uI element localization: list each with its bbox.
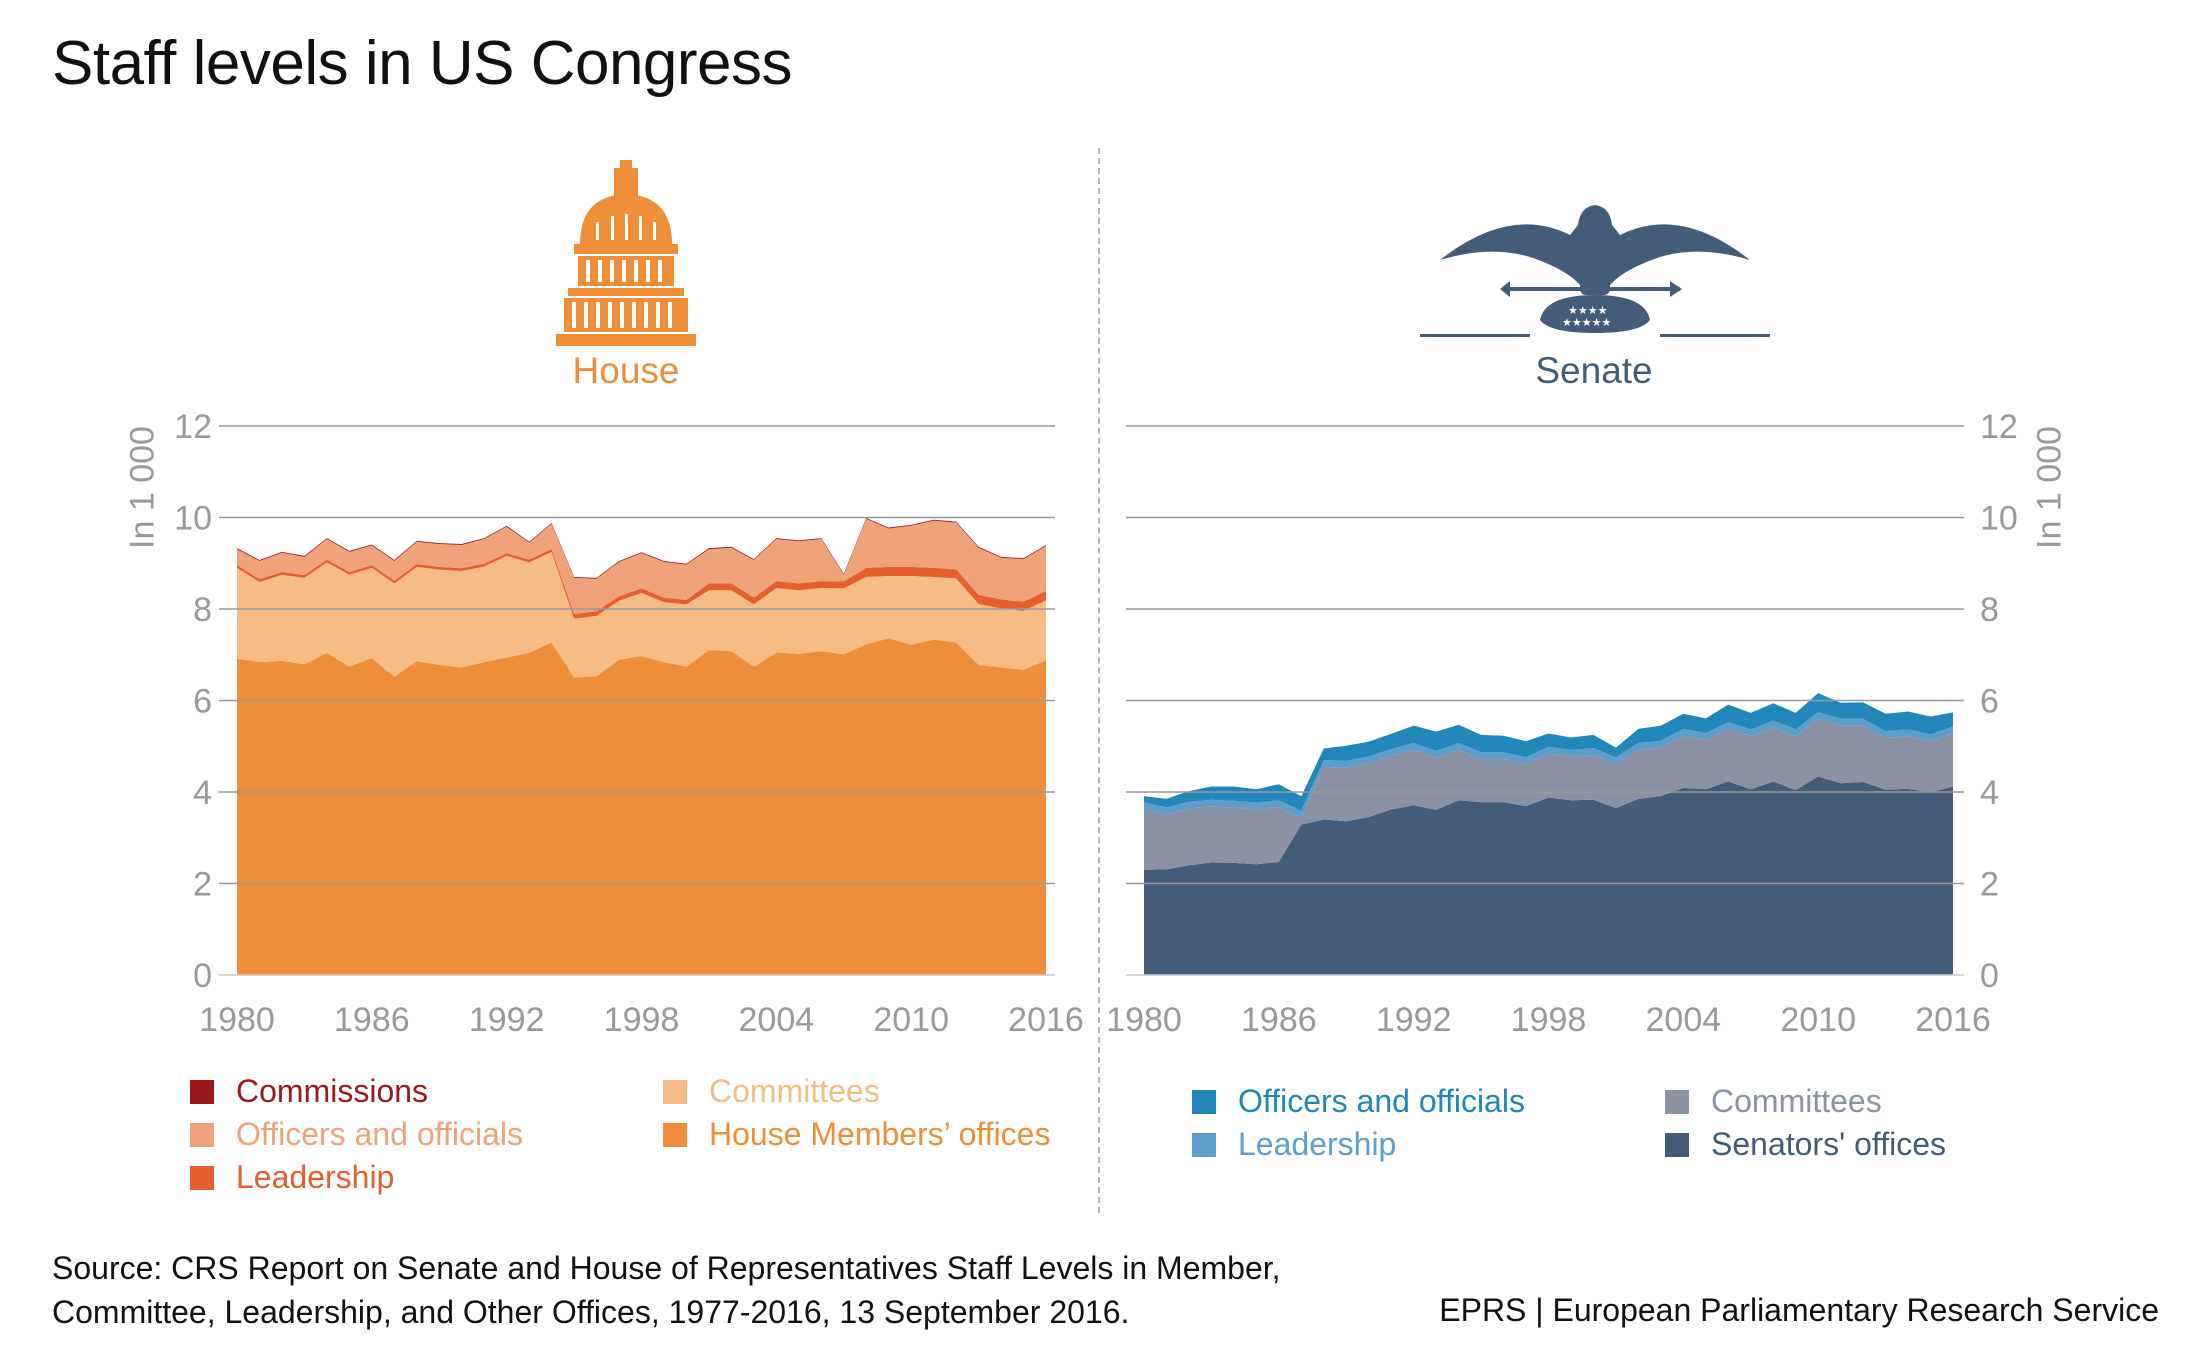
legend-item: Committees (1665, 1083, 1882, 1120)
y-tick-label: 4 (193, 774, 212, 812)
x-tick-label: 1986 (1241, 1001, 1317, 1039)
y-tick-label: 10 (1980, 500, 2018, 538)
legend-item: Commissions (190, 1073, 428, 1110)
legend-swatch (1665, 1089, 1689, 1114)
area-officers-and-officials (1144, 693, 1953, 811)
x-tick-label: 1998 (1511, 1001, 1587, 1039)
source-note: Source: CRS Report on Senate and House o… (52, 1246, 1281, 1334)
area-officers-and-officials (237, 518, 1046, 615)
area-senators-offices (1144, 776, 1953, 975)
legend-swatch (190, 1165, 214, 1190)
source-line-1: Source: CRS Report on Senate and House o… (52, 1250, 1281, 1286)
source-line-2: Committee, Leadership, and Other Offices… (52, 1294, 1130, 1330)
x-tick-label: 2010 (873, 1001, 949, 1039)
legend-item: Officers and officials (1192, 1083, 1525, 1120)
area-house-members-offices (237, 638, 1046, 975)
legend-swatch (1192, 1089, 1216, 1114)
x-tick-label: 1992 (469, 1001, 545, 1039)
x-tick-label: 2004 (739, 1001, 815, 1039)
y-tick-label: 8 (1980, 591, 1999, 629)
y-tick-label: 8 (193, 591, 212, 629)
svg-text:★★★★★: ★★★★★ (1562, 316, 1611, 329)
credit: EPRS | European Parliamentary Research S… (1439, 1292, 2159, 1328)
legend-item: Senators' offices (1665, 1126, 1946, 1163)
legend-label: Committees (709, 1073, 880, 1109)
area-leadership (1144, 711, 1953, 818)
legend-swatch (1665, 1132, 1689, 1157)
legend-label: Leadership (236, 1159, 395, 1195)
panel-divider (1098, 148, 1100, 1213)
legend-item: Committees (663, 1073, 880, 1110)
capitol-icon (556, 160, 696, 346)
x-tick-label: 1980 (1106, 1001, 1182, 1039)
legend-item: House Members’ offices (663, 1116, 1050, 1153)
y-tick-label: 0 (1980, 957, 1999, 995)
legend-swatch (1192, 1132, 1216, 1157)
y-tick-label: 4 (1980, 774, 1999, 812)
y-tick-label: 0 (193, 957, 212, 995)
y-tick-label: 12 (174, 408, 212, 446)
y-tick-label: 6 (193, 683, 212, 721)
area-committees (1144, 718, 1953, 870)
x-tick-label: 1998 (604, 1001, 680, 1039)
x-tick-label: 2010 (1780, 1001, 1856, 1039)
legend-item: Leadership (190, 1159, 394, 1196)
senate-label: Senate (1535, 350, 1653, 391)
legend-item: Officers and officials (190, 1116, 523, 1153)
y-tick-label: 12 (1980, 408, 2018, 446)
legend-label: Leadership (1238, 1126, 1397, 1162)
legend-swatch (190, 1079, 214, 1104)
legend-label: Officers and officials (1238, 1083, 1525, 1119)
x-tick-label: 1992 (1376, 1001, 1452, 1039)
x-tick-label: 2016 (1008, 1001, 1084, 1039)
legend-label: Officers and officials (236, 1116, 523, 1152)
y-tick-label: 10 (174, 500, 212, 538)
x-tick-label: 1986 (334, 1001, 410, 1039)
legend-label: Commissions (236, 1073, 429, 1109)
y-tick-label: 2 (193, 866, 212, 904)
legend-label: Committees (1711, 1083, 1882, 1119)
page-title: Staff levels in US Congress (52, 29, 793, 98)
legend-label: Senators' offices (1711, 1126, 1946, 1162)
y-tick-label: 2 (1980, 866, 1999, 904)
legend-swatch (663, 1079, 687, 1104)
house-label: House (572, 350, 680, 391)
legend-swatch (663, 1122, 687, 1147)
legend-item: Leadership (1192, 1126, 1396, 1163)
area-committees (237, 551, 1046, 678)
y-tick-label: 6 (1980, 683, 1999, 721)
x-tick-label: 1980 (199, 1001, 275, 1039)
legend-swatch (190, 1122, 214, 1147)
x-tick-label: 2016 (1915, 1001, 1991, 1039)
eagle-icon: ★★★★★★★★★ (1420, 205, 1770, 337)
svg-text:★★★★: ★★★★ (1568, 304, 1608, 317)
legend-label: House Members’ offices (709, 1116, 1051, 1152)
x-tick-label: 2004 (1646, 1001, 1722, 1039)
